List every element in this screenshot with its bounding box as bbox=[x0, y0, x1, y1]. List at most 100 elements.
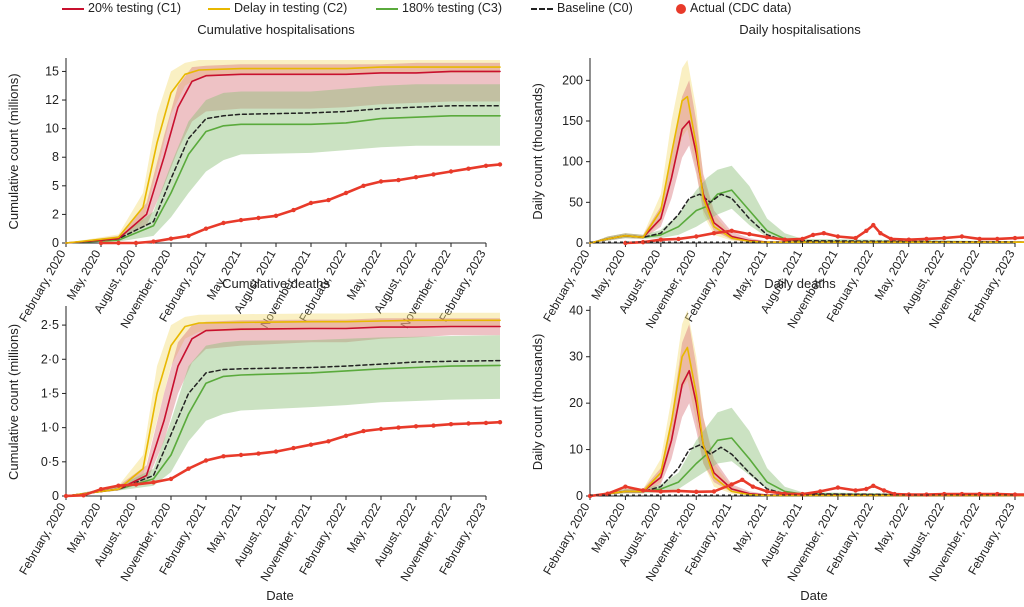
actual-point bbox=[640, 488, 646, 493]
actual-point bbox=[361, 428, 366, 434]
line-actual bbox=[64, 420, 502, 498]
actual-point bbox=[694, 234, 699, 239]
legend-item-c1: 20% testing (C1) bbox=[62, 1, 181, 15]
band-c2 bbox=[66, 312, 500, 496]
line-c0 bbox=[65, 105, 501, 244]
actual-point bbox=[186, 233, 191, 239]
x-tick-label: February, 2020 bbox=[540, 500, 593, 577]
y-tick-label: 2 bbox=[52, 207, 59, 221]
actual-point bbox=[203, 226, 209, 231]
actual-point bbox=[658, 489, 663, 494]
actual-point bbox=[497, 162, 503, 167]
actual-point bbox=[116, 483, 121, 488]
actual-point bbox=[888, 236, 894, 242]
actual-point bbox=[995, 491, 1000, 497]
x-tick-label: May, 2022 bbox=[344, 500, 384, 555]
legend: 20% testing (C1) Delay in testing (C2) 1… bbox=[0, 0, 1024, 18]
actual-point bbox=[151, 480, 156, 485]
x-tick-label: May, 2021 bbox=[730, 500, 770, 555]
actual-point bbox=[892, 491, 897, 497]
legend-label-c2: Delay in testing (C2) bbox=[234, 1, 348, 15]
y-tick-label: 40 bbox=[569, 303, 583, 317]
x-tick-label: May, 2020 bbox=[64, 500, 104, 555]
actual-point bbox=[977, 491, 982, 497]
actual-point bbox=[291, 445, 296, 451]
x-tick-label: May, 2022 bbox=[344, 247, 384, 302]
title-daily-deaths: Daily deaths bbox=[764, 276, 836, 291]
band-c1 bbox=[66, 318, 500, 496]
y-tick-label: 10 bbox=[569, 443, 583, 457]
y-tick-label: 0 bbox=[576, 236, 583, 250]
actual-point bbox=[238, 452, 244, 458]
actual-point bbox=[864, 486, 869, 492]
actual-point bbox=[98, 487, 104, 492]
actual-point bbox=[1012, 492, 1018, 497]
y-axis-label: Cumulative count (millions) bbox=[6, 73, 21, 229]
legend-swatch-c3 bbox=[376, 7, 398, 10]
y-tick-label: 12 bbox=[45, 93, 59, 107]
actual-point bbox=[431, 172, 436, 177]
line-c3 bbox=[65, 115, 501, 244]
x-tick-label: May, 2022 bbox=[872, 500, 912, 555]
x-axis-label-left: Date bbox=[266, 588, 294, 603]
y-axis-label: Daily count (thousands) bbox=[530, 334, 545, 471]
band-c2 bbox=[66, 60, 500, 243]
actual-point bbox=[977, 236, 982, 242]
actual-point bbox=[448, 422, 454, 427]
actual-point bbox=[396, 425, 401, 430]
actual-point bbox=[676, 488, 681, 494]
actual-point bbox=[818, 489, 823, 494]
line-c3 bbox=[65, 364, 501, 497]
y-tick-label: 2·0 bbox=[41, 352, 59, 366]
legend-label-c1: 20% testing (C1) bbox=[88, 1, 182, 15]
actual-point bbox=[587, 493, 593, 499]
line-c2 bbox=[65, 66, 501, 244]
actual-point bbox=[871, 222, 876, 228]
x-tick-label: May, 2020 bbox=[588, 247, 628, 302]
y-axis-label: Daily count (thousands) bbox=[530, 83, 545, 220]
y-tick-label: 100 bbox=[562, 155, 583, 169]
actual-point bbox=[853, 235, 858, 241]
actual-point bbox=[378, 426, 384, 432]
y-tick-label: 5 bbox=[52, 179, 59, 193]
actual-point bbox=[256, 215, 261, 221]
line-c0 bbox=[65, 359, 501, 497]
actual-point bbox=[63, 493, 69, 499]
y-tick-label: 30 bbox=[569, 350, 583, 364]
x-tick-label: May, 2020 bbox=[588, 500, 628, 555]
actual-point bbox=[326, 439, 331, 444]
actual-point bbox=[800, 491, 805, 497]
line-c1 bbox=[65, 325, 501, 497]
actual-point bbox=[750, 484, 756, 489]
actual-point bbox=[729, 482, 734, 487]
actual-point bbox=[291, 207, 296, 213]
actual-point bbox=[942, 491, 947, 497]
line-c2 bbox=[65, 319, 501, 497]
actual-point bbox=[343, 433, 349, 438]
actual-point bbox=[221, 220, 226, 226]
band-c2 bbox=[590, 60, 1024, 243]
band-c2 bbox=[590, 310, 1024, 496]
y-tick-label: 0·5 bbox=[41, 455, 59, 469]
legend-swatch-c2 bbox=[208, 7, 230, 10]
actual-point bbox=[747, 231, 752, 237]
actual-point bbox=[658, 237, 663, 242]
actual-point bbox=[878, 231, 883, 236]
actual-point bbox=[133, 240, 139, 246]
y-tick-label: 0 bbox=[52, 489, 59, 503]
actual-point bbox=[764, 489, 770, 494]
line-actual bbox=[99, 163, 502, 245]
actual-point bbox=[378, 179, 384, 184]
actual-point bbox=[168, 476, 174, 482]
x-axis-label-right: Date bbox=[800, 588, 828, 603]
actual-point bbox=[995, 236, 1000, 242]
legend-label-c3: 180% testing (C3) bbox=[402, 1, 503, 15]
actual-point bbox=[448, 169, 454, 174]
band-c3 bbox=[66, 335, 500, 496]
line-c2 bbox=[589, 346, 1024, 497]
line-c1 bbox=[589, 120, 1024, 244]
actual-point bbox=[133, 482, 139, 487]
actual-point bbox=[764, 235, 770, 240]
